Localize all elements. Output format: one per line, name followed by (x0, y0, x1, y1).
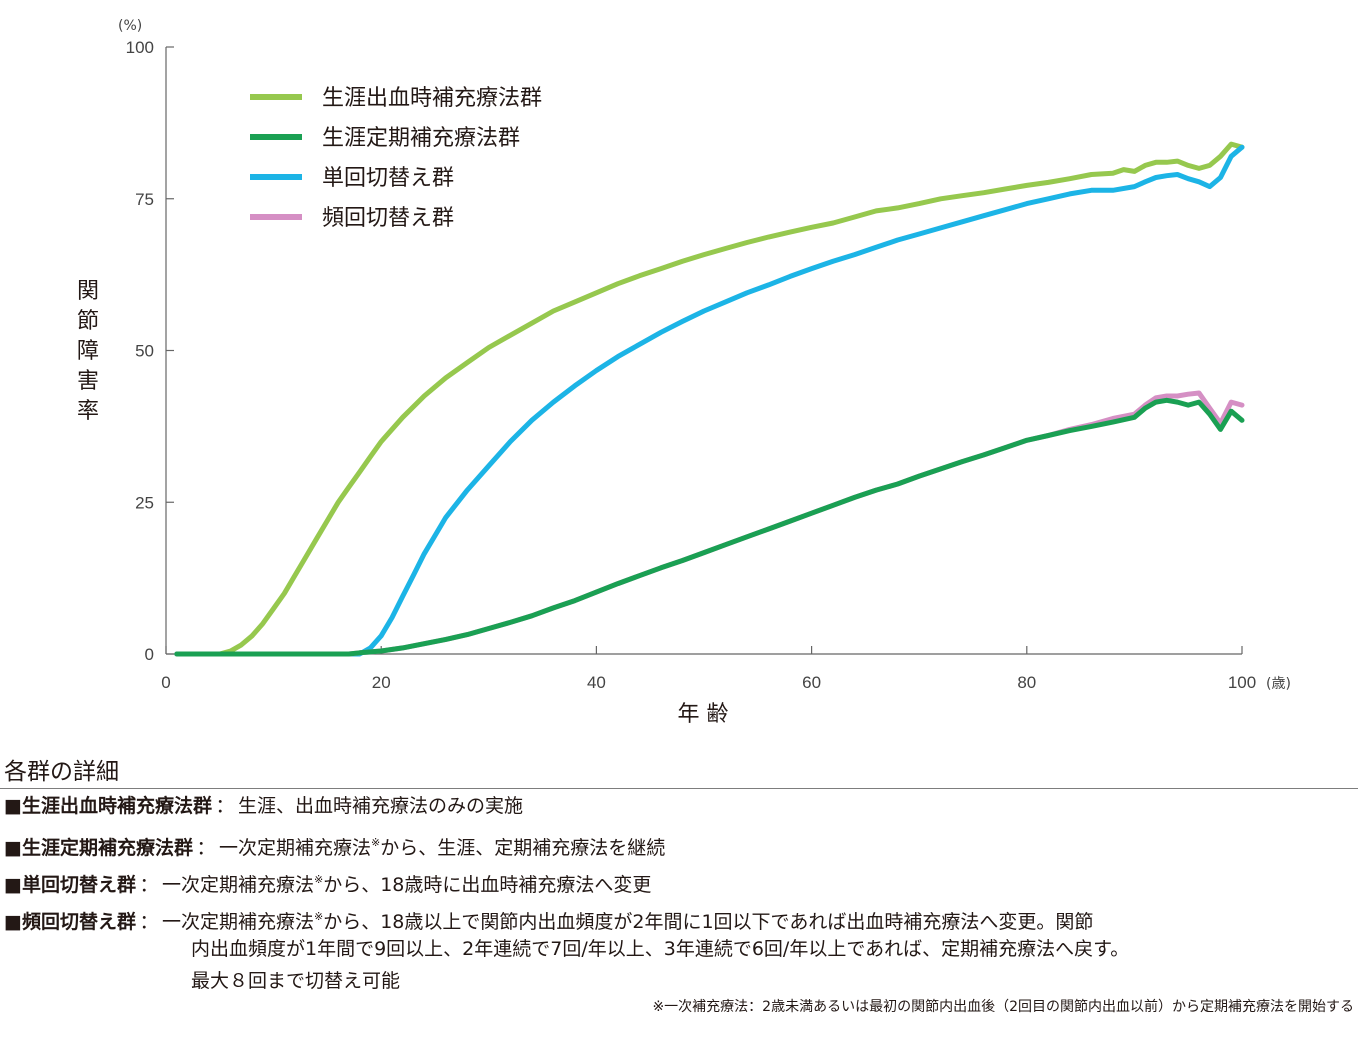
series-line (174, 397, 1245, 657)
details-title: 各群の詳細 (4, 759, 119, 785)
separator: ： (196, 837, 216, 859)
detail-row: ■頻回切替え群：一次定期補充療法※から、18歳以上で関節内出血頻度が2年間に1回… (4, 903, 1093, 936)
x-tick-label: 80 (1017, 673, 1036, 692)
group-term: ■生涯定期補充療法群 (4, 837, 193, 859)
separator: ： (215, 795, 235, 817)
line-chart: 0 25 50 75 100 0 20 40 60 80 100 (%) (歳) 年 齢 関節障害率… (77, 18, 1291, 727)
separator: ： (139, 911, 159, 933)
group-description-cont: から、18歳以上で関節内出血頻度が2年間に1回以下であれば出血時補充療法へ変更。… (323, 911, 1094, 933)
x-unit-label: (歳) (1266, 676, 1291, 692)
note-mark: ※ (370, 836, 381, 849)
series-line (174, 141, 1245, 657)
group-term: ■生涯出血時補充療法群 (4, 795, 212, 817)
legend-label: 生涯出血時補充療法群 (322, 86, 542, 111)
divider (0, 788, 1358, 789)
y-axis-title: 関節障害率 (77, 279, 99, 424)
detail-row: ■単回切替え群：一次定期補充療法※から、18歳時に出血時補充療法へ変更 (4, 866, 651, 899)
y-tick-label: 25 (135, 493, 154, 512)
note-mark: ※ (313, 873, 324, 886)
footnote: ※一次補充療法：2歳未満あるいは最初の関節内出血後（2回目の関節内出血以前）から… (652, 999, 1354, 1015)
legend-label: 生涯定期補充療法群 (322, 126, 520, 151)
x-axis-title: 年 齢 (678, 702, 729, 727)
separator: ： (139, 874, 159, 896)
group-description-cont: から、18歳時に出血時補充療法へ変更 (323, 874, 652, 896)
group-term: ■頻回切替え群 (4, 911, 136, 933)
group-description: 一次定期補充療法 (161, 911, 314, 933)
group-description: 一次定期補充療法 (218, 837, 371, 859)
ticks: 0 25 50 75 100 0 20 40 60 80 100 (126, 38, 1257, 692)
x-tick-label: 0 (161, 673, 170, 692)
group-term: ■単回切替え群 (4, 874, 136, 896)
x-tick-label: 40 (587, 673, 606, 692)
x-tick-label: 20 (372, 673, 391, 692)
y-tick-label: 50 (135, 342, 154, 361)
legend-label: 単回切替え群 (322, 166, 454, 191)
y-tick-label: 0 (145, 645, 154, 664)
y-tick-label: 100 (126, 38, 154, 57)
y-tick-label: 75 (135, 190, 154, 209)
detail-continuation: 最大８回まで切替え可能 (191, 970, 401, 992)
group-description: 一次定期補充療法 (161, 874, 314, 896)
group-description-cont: から、生涯、定期補充療法を継続 (380, 837, 666, 859)
note-mark: ※ (313, 910, 324, 923)
legend-label: 頻回切替え群 (322, 206, 454, 231)
series-line (174, 390, 1245, 657)
detail-row: ■生涯定期補充療法群：一次定期補充療法※から、生涯、定期補充療法を継続 (4, 829, 665, 862)
detail-continuation: 内出血頻度が1年間で9回以上、2年連続で7回/年以上、3年連続で6回/年以上であ… (191, 938, 1130, 960)
series-line (174, 144, 1245, 657)
x-tick-label: 100 (1228, 673, 1256, 692)
detail-row: ■生涯出血時補充療法群：生涯、出血時補充療法のみの実施 (4, 792, 523, 820)
y-unit-label: (%) (118, 18, 142, 34)
x-tick-label: 60 (802, 673, 821, 692)
group-description: 生涯、出血時補充療法のみの実施 (237, 795, 523, 817)
series-lines (174, 141, 1245, 657)
